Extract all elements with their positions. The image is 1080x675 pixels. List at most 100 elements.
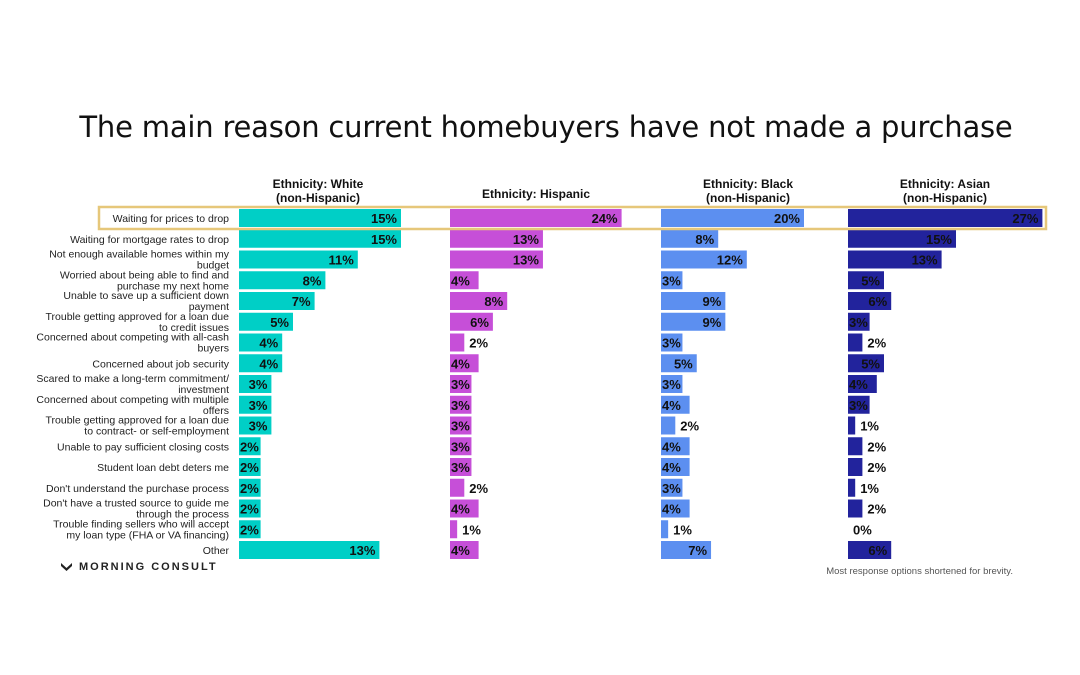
chart-title: The main reason current homebuyers have …: [79, 110, 1013, 144]
logo-text: MORNING CONSULT: [79, 561, 218, 573]
data-label: 6%: [470, 315, 489, 330]
data-label: 2%: [469, 481, 488, 496]
data-label: 5%: [861, 356, 880, 371]
bar: [450, 229, 543, 248]
data-label: 3%: [451, 377, 470, 392]
bar: [239, 499, 261, 518]
bar: [239, 333, 283, 352]
data-label: 6%: [868, 543, 887, 558]
bar: [848, 333, 863, 352]
highlight-box: [97, 205, 1048, 231]
data-label: 3%: [451, 419, 470, 434]
data-label: 4%: [662, 460, 681, 475]
data-label: 8%: [303, 273, 322, 288]
bar: [239, 478, 261, 497]
bar: [848, 312, 870, 331]
data-label: 3%: [249, 377, 268, 392]
data-label: 4%: [662, 439, 681, 454]
bar: [450, 312, 493, 331]
bar: [848, 250, 942, 269]
bar: [661, 209, 804, 227]
bar: [661, 292, 726, 310]
bar: [848, 395, 870, 414]
data-label: 9%: [703, 294, 722, 309]
bar: [661, 437, 690, 456]
category-label: Concerned about competing with multiple o…: [36, 394, 229, 417]
bar: [661, 395, 690, 414]
bar: [450, 333, 465, 352]
data-label: 13%: [912, 253, 938, 268]
bar: [239, 541, 380, 559]
data-label: 2%: [240, 522, 259, 537]
data-label: 1%: [860, 481, 879, 496]
data-label: 3%: [249, 398, 268, 413]
bar: [848, 375, 877, 393]
category-label: Unable to save up a sufficient down payme…: [63, 290, 229, 313]
data-label: 5%: [270, 315, 289, 330]
bar: [450, 478, 465, 497]
bar: [661, 333, 683, 352]
data-label: 4%: [849, 377, 868, 392]
data-label: 8%: [695, 232, 714, 247]
bar: [450, 209, 622, 227]
series-header: Ethnicity: Black (non-Hispanic): [703, 177, 793, 205]
data-label: 4%: [451, 356, 470, 371]
data-label: 2%: [680, 419, 699, 434]
bar: [661, 520, 669, 539]
bar: [450, 354, 479, 373]
bar: [848, 458, 863, 476]
category-label: Other: [203, 545, 230, 557]
data-label: 2%: [240, 439, 259, 454]
bar: [450, 271, 479, 290]
bar: [239, 271, 326, 290]
data-label: 24%: [592, 211, 618, 226]
bar: [239, 229, 401, 248]
bar: [450, 541, 479, 559]
data-label: 2%: [240, 481, 259, 496]
data-label: 3%: [849, 398, 868, 413]
bar: [450, 520, 458, 539]
data-label: 2%: [867, 336, 886, 351]
bar: [661, 541, 712, 559]
data-label: 0%: [853, 522, 872, 537]
series-header: Ethnicity: Hispanic: [482, 187, 590, 201]
data-label: 20%: [774, 211, 800, 226]
morning-consult-logo-icon: [61, 562, 72, 571]
bar: [661, 250, 747, 269]
bar: [661, 354, 697, 373]
bar: [848, 229, 956, 248]
category-label: Concerned about competing with all-cash b…: [36, 332, 229, 355]
data-label: 4%: [662, 502, 681, 517]
data-label: 27%: [1012, 211, 1038, 226]
data-label: 4%: [259, 336, 278, 351]
data-label: 13%: [513, 232, 539, 247]
bar: [848, 209, 1043, 227]
data-label: 13%: [349, 543, 375, 558]
category-label: Trouble getting approved for a loan due t…: [46, 415, 230, 438]
bar: [661, 271, 683, 290]
category-label: Don't have a trusted source to guide me t…: [43, 498, 229, 521]
data-label: 1%: [673, 522, 692, 537]
bar: [848, 478, 856, 497]
data-label: 5%: [674, 356, 693, 371]
data-label: 3%: [849, 315, 868, 330]
bar: [450, 250, 543, 269]
bar: [450, 458, 472, 476]
bar: [239, 520, 261, 539]
data-label: 3%: [451, 460, 470, 475]
data-label: 3%: [249, 419, 268, 434]
bar: [661, 229, 719, 248]
bar: [450, 416, 472, 435]
bar: [848, 416, 856, 435]
bar: [239, 416, 272, 435]
bar: [450, 437, 472, 456]
bar: [239, 354, 283, 373]
logo: MORNING CONSULT: [60, 561, 218, 573]
data-label: 4%: [259, 356, 278, 371]
data-label: 1%: [462, 522, 481, 537]
category-label: Not enough available homes within my budg…: [49, 249, 230, 272]
category-label: Waiting for mortgage rates to drop: [70, 234, 229, 246]
category-label: Concerned about job security: [92, 358, 229, 370]
footnote: Most response options shortened for brev…: [826, 566, 1013, 577]
